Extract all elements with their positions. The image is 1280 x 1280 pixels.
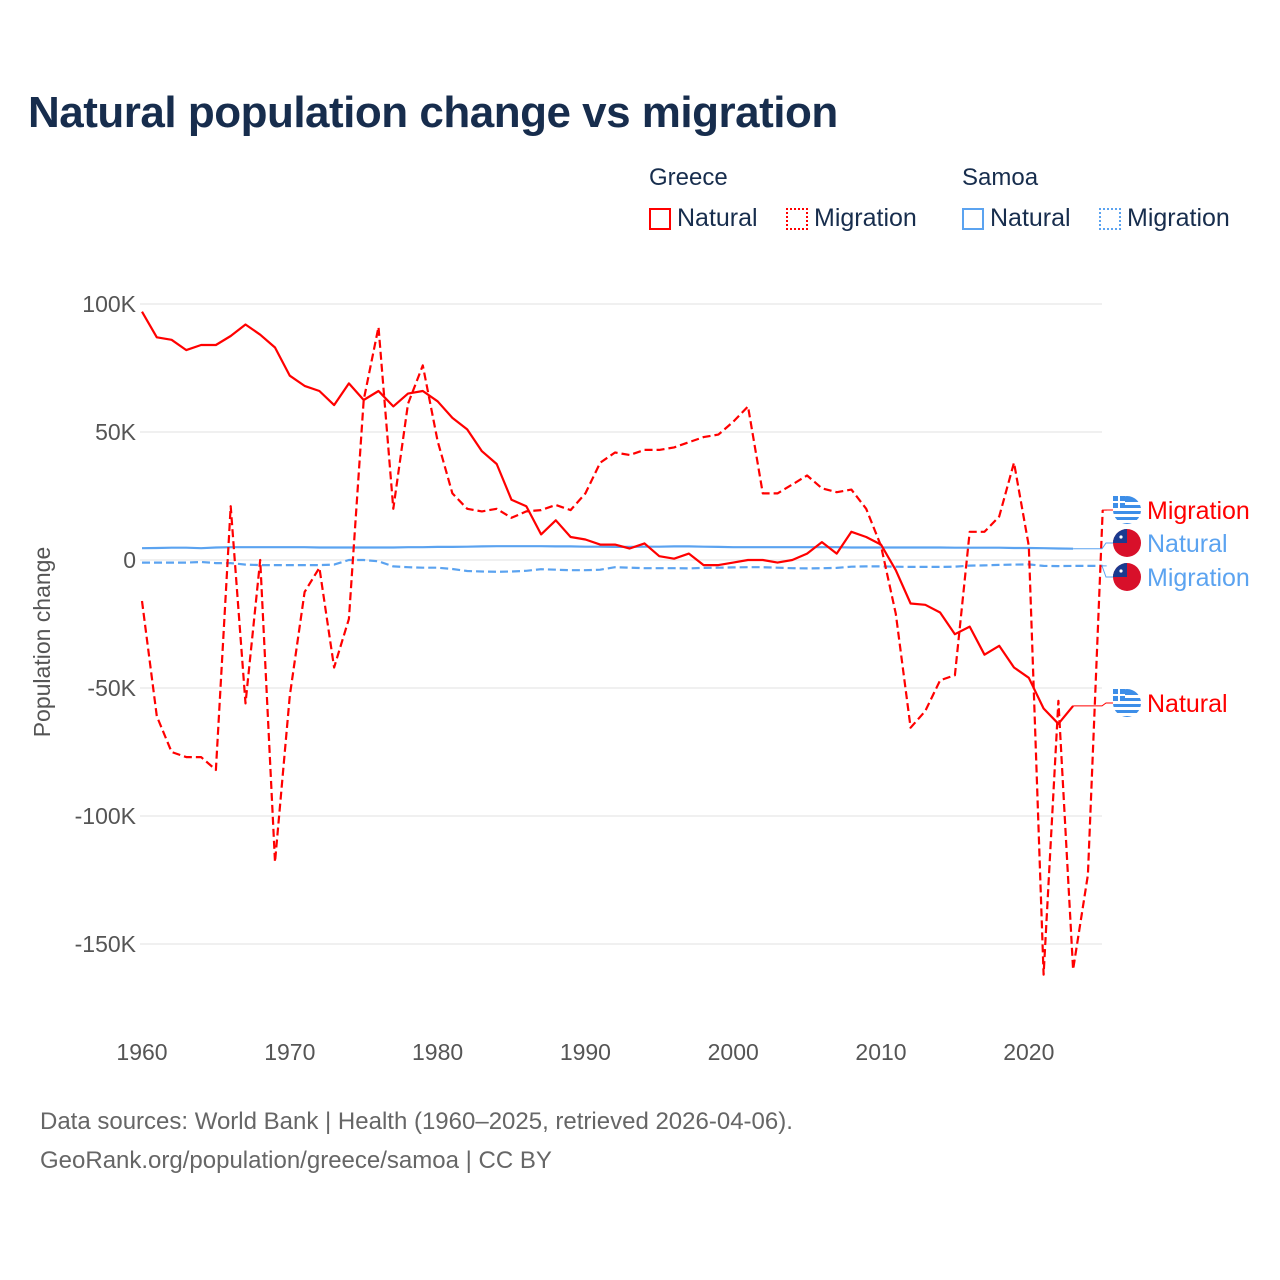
x-tick-label: 1970 [264, 1039, 315, 1065]
y-axis-label: Population change [29, 547, 55, 738]
legend-label: Migration [1127, 204, 1230, 232]
legend-label: Natural [677, 204, 758, 232]
solid-swatch-icon [962, 207, 984, 230]
x-tick-label: 2010 [855, 1039, 906, 1065]
solid-swatch-icon [649, 207, 671, 230]
dotted-swatch-icon [1099, 207, 1121, 230]
end-label: Natural [1147, 530, 1228, 558]
y-tick-label: -100K [75, 803, 137, 829]
legend-samoa-natural[interactable]: Natural [962, 204, 1071, 233]
y-tick-label: -150K [75, 931, 137, 957]
source-line: Data sources: World Bank | Health (1960–… [40, 1108, 793, 1135]
greece-flag-icon [1113, 496, 1141, 524]
legend-group-greece: Greece [649, 164, 728, 191]
samoa-flag-icon [1113, 529, 1141, 557]
end-label: Migration [1147, 564, 1250, 592]
y-tick-label: -50K [87, 675, 136, 701]
x-tick-label: 1980 [412, 1039, 463, 1065]
legend-label: Natural [990, 204, 1071, 232]
x-tick-label: 1990 [560, 1039, 611, 1065]
x-tick-label: 2000 [708, 1039, 759, 1065]
series-line-samoa-migration [142, 558, 1103, 573]
x-tick-label: 1960 [116, 1039, 167, 1065]
legend-samoa-migration[interactable]: Migration [1099, 204, 1230, 233]
end-label: Migration [1147, 497, 1250, 525]
end-label: Natural [1147, 690, 1228, 718]
source-url[interactable]: GeoRank.org/population/greece/samoa | CC… [40, 1147, 552, 1174]
x-tick-label: 2020 [1003, 1039, 1054, 1065]
label-leader-line [1073, 542, 1113, 550]
greece-flag-icon [1113, 689, 1141, 717]
y-tick-label: 0 [123, 547, 136, 573]
series-line-greece-natural [141, 311, 1074, 725]
dotted-swatch-icon [786, 207, 808, 230]
legend-greece-natural[interactable]: Natural [649, 204, 758, 233]
y-tick-label: 50K [95, 419, 137, 445]
y-tick-label: 100K [82, 291, 136, 317]
legend-greece-migration[interactable]: Migration [786, 204, 917, 233]
label-leader-line [1073, 702, 1113, 707]
legend-label: Migration [814, 204, 917, 232]
chart-title: Natural population change vs migration [28, 88, 838, 137]
samoa-flag-icon [1113, 563, 1141, 591]
series-line-samoa-natural [141, 545, 1074, 550]
label-leader-line [1101, 565, 1113, 578]
legend-group-samoa: Samoa [962, 164, 1039, 191]
series-line-greece-migration [140, 325, 1104, 976]
